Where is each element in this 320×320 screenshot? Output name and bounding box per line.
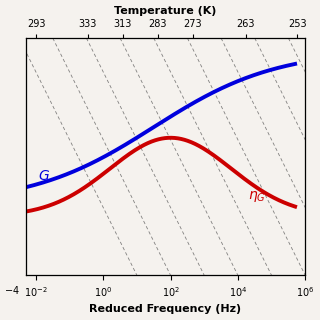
Text: $-4$: $-4$ (4, 284, 20, 296)
X-axis label: Temperature (K): Temperature (K) (114, 5, 217, 16)
Text: $\eta_G$: $\eta_G$ (248, 189, 266, 204)
X-axis label: Reduced Frequency (Hz): Reduced Frequency (Hz) (90, 304, 242, 315)
Text: G: G (39, 170, 49, 183)
